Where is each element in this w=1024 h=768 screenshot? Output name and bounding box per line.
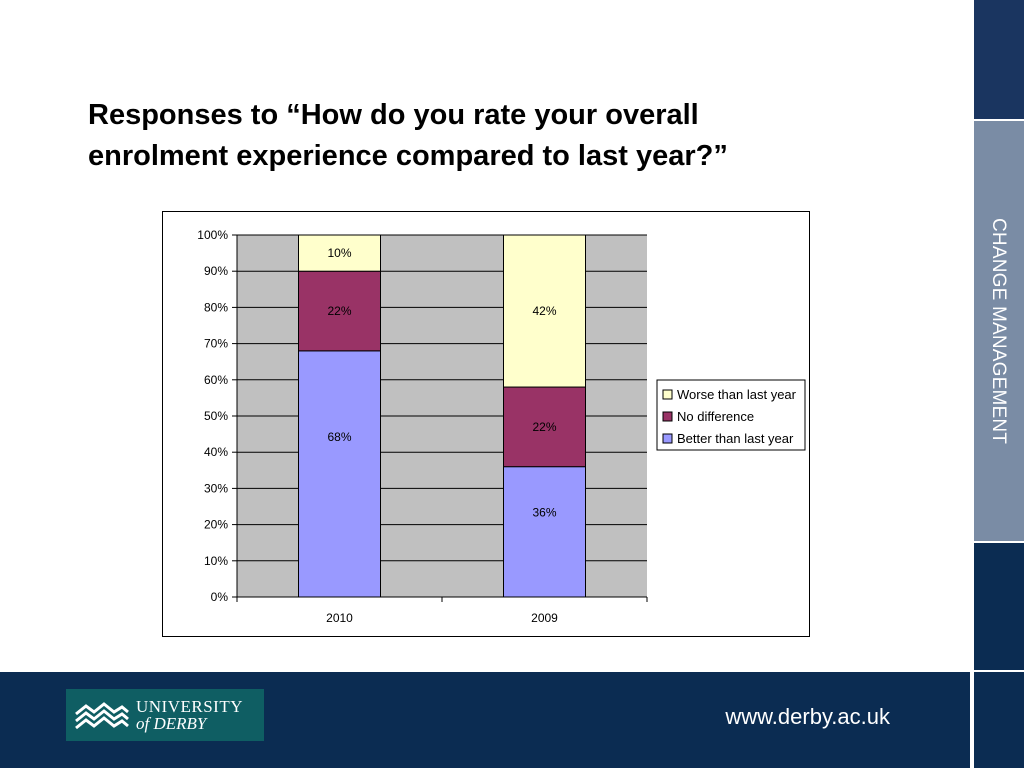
x-tick-label: 2010: [326, 611, 353, 625]
side-bar-middle-segment: [974, 121, 1024, 541]
y-tick-label: 40%: [204, 445, 228, 459]
y-tick-label: 30%: [204, 481, 228, 495]
legend-label: Better than last year: [677, 431, 794, 446]
side-bar-top-segment: [974, 0, 1024, 119]
y-tick-label: 20%: [204, 518, 228, 532]
slide-title-line-1: Responses to “How do you rate your overa…: [88, 99, 699, 131]
logo-text: UNIVERSITY of DERBY: [136, 698, 243, 732]
side-label: CHANGE MANAGEMENT: [972, 121, 1024, 541]
footer-url[interactable]: www.derby.ac.uk: [725, 704, 890, 729]
y-tick-label: 50%: [204, 409, 228, 423]
side-bar: CHANGE MANAGEMENT: [972, 0, 1024, 768]
y-tick-label: 90%: [204, 264, 228, 278]
data-label: 36%: [532, 505, 556, 519]
data-label: 68%: [327, 430, 351, 444]
legend-swatch: [662, 433, 673, 444]
y-tick-label: 80%: [204, 300, 228, 314]
bar-segment: [298, 270, 381, 352]
legend-label: No difference: [677, 409, 754, 424]
university-logo[interactable]: UNIVERSITY of DERBY: [66, 689, 264, 741]
legend-swatch: [662, 389, 673, 400]
data-label: 22%: [327, 304, 351, 318]
logo-text-line-1: UNIVERSITY: [136, 697, 243, 716]
data-label: 10%: [327, 246, 351, 260]
bar-segment: [503, 466, 586, 598]
logo-text-line-2: of DERBY: [136, 714, 207, 733]
side-bar-bottom-segment: [974, 672, 1024, 768]
x-tick-label: 2009: [531, 611, 558, 625]
legend-box: [656, 379, 806, 451]
y-tick-label: 100%: [197, 228, 228, 242]
bar-segment: [298, 350, 381, 598]
slide-title-line-2: enrolment experience compared to last ye…: [88, 140, 728, 172]
y-tick-label: 10%: [204, 554, 228, 568]
data-label: 42%: [532, 304, 556, 318]
legend-label: Worse than last year: [677, 387, 797, 402]
slide-title: Responses to “How do you rate your overa…: [88, 95, 908, 177]
side-label-text: CHANGE MANAGEMENT: [988, 217, 1009, 445]
side-bar-lower-segment: [974, 543, 1024, 670]
chart-frame: 0% 10% 20% 30% 40% 50% 60% 70% 80% 90% 100% 68% 22% 1…: [162, 211, 810, 637]
data-label: 22%: [532, 420, 556, 434]
bar-segment: [503, 234, 586, 388]
legend-swatch: [662, 411, 673, 422]
logo-hills-icon: [75, 702, 129, 730]
footer-bar: UNIVERSITY of DERBY www.derby.ac.uk: [0, 672, 970, 768]
y-tick-label: 0%: [211, 590, 229, 604]
bar-segment: [503, 386, 586, 468]
y-tick-label: 60%: [204, 373, 228, 387]
bar-segment: [298, 234, 381, 272]
y-tick-label: 70%: [204, 337, 228, 351]
stacked-bar-chart: 0% 10% 20% 30% 40% 50% 60% 70% 80% 90% 100% 68% 22% 1…: [197, 228, 806, 625]
